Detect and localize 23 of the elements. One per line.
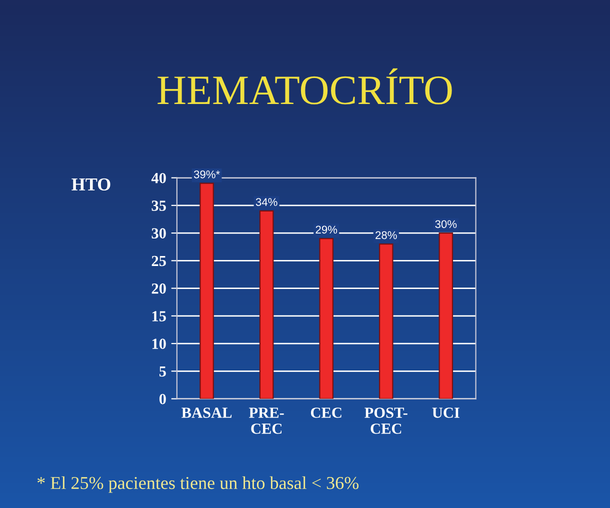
y-tick-label: 0 [159,394,166,404]
y-axis-title: HTO [72,178,110,191]
data-label: 34% [256,198,278,206]
data-label: 30% [435,220,457,228]
bar [379,244,394,399]
x-tick-label: UCI [432,408,460,418]
data-label: 29% [316,226,338,234]
y-tick-label: 15 [152,311,166,322]
y-tick-label: 35 [152,200,166,211]
x-tick-label: POST- CEC [364,408,408,434]
x-tick-label: BASAL [182,408,232,418]
text: * El 25% pacientes tiene un hto basal < 36% [37,476,359,493]
y-tick-label: 25 [152,256,166,266]
x-tick-label: PRE- CEC [249,408,284,434]
y-tick-label: 10 [152,338,166,349]
x-tick-label: CEC [310,408,342,418]
chart-title: HEMATOCRÍTO [158,68,452,104]
y-tick-label: 30 [152,228,166,238]
y-tick-label: 20 [152,283,166,294]
y-tick-label: 5 [159,366,166,377]
y-tick-label: 40 [151,172,166,184]
data-label: 39%* [194,170,220,178]
data-label: 28% [376,231,397,240]
